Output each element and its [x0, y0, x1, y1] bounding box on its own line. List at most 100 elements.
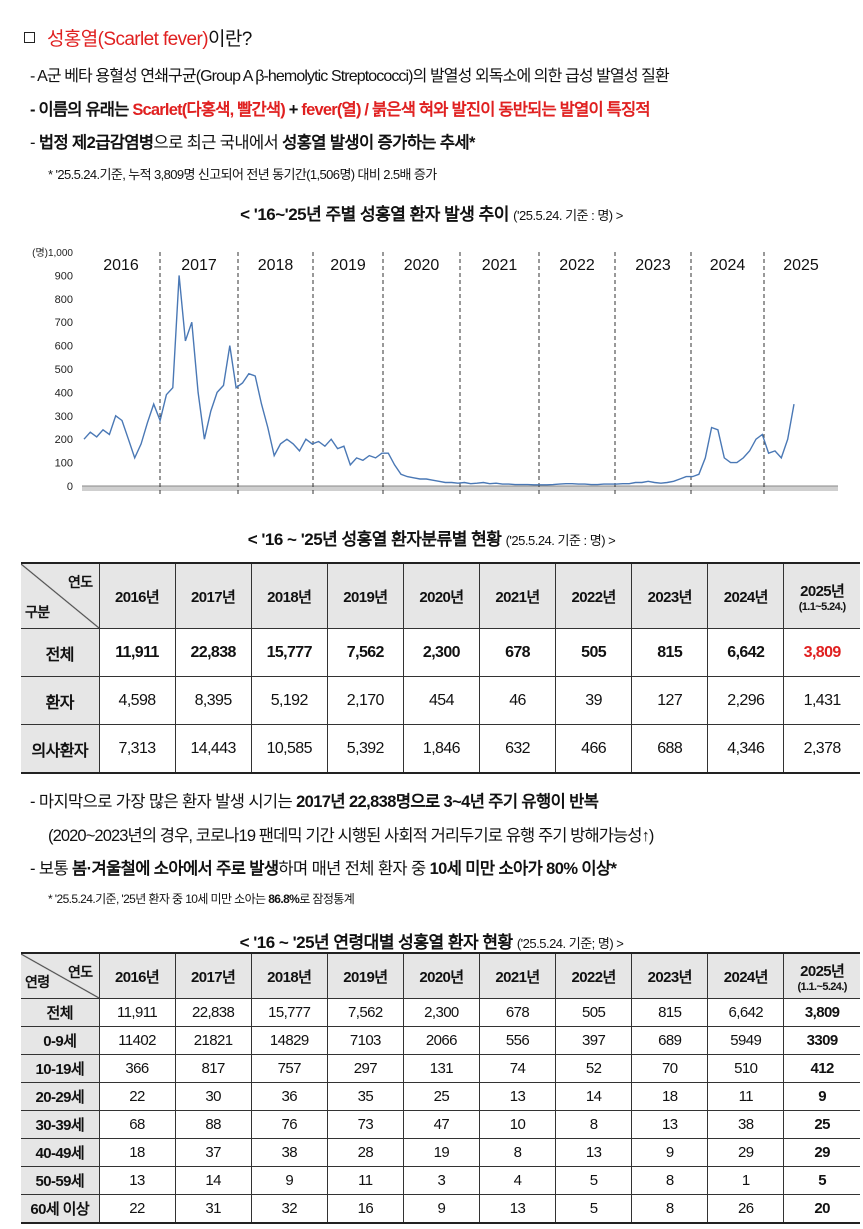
- cell-value: 8: [631, 1194, 709, 1224]
- cell-value: 13: [98, 1166, 176, 1195]
- cell-value: 2,300: [402, 998, 480, 1027]
- row-label: 40-49세: [21, 1138, 100, 1167]
- table-row: 환자 4,598 8,395 5,192 2,170 454 46 39 127 2,296 1,4…: [21, 676, 860, 725]
- cell-value: 7103: [326, 1026, 404, 1055]
- cell-value: 1: [707, 1166, 785, 1195]
- y-tick-label: 400: [55, 387, 73, 399]
- cell-value: 6,642: [707, 628, 785, 677]
- row-label: 50-59세: [21, 1166, 100, 1195]
- cell-value: 39: [555, 676, 633, 725]
- year-label: 2016년: [114, 968, 160, 986]
- year-label: 2017: [181, 257, 217, 274]
- y-tick-label: 700: [55, 317, 73, 329]
- table-row: 전체 11,911 22,838 15,777 7,562 2,300 678 505 815 6…: [21, 628, 860, 677]
- cell-value: 14,443: [174, 724, 252, 774]
- cell-value: 35: [326, 1082, 404, 1111]
- cell-value: 689: [631, 1026, 709, 1055]
- corner-header: 연도 구분: [21, 562, 100, 629]
- cell-value: 14829: [250, 1026, 328, 1055]
- year-label: 2018년: [267, 968, 312, 986]
- cell-value: 18: [631, 1082, 709, 1111]
- row-label: 30-39세: [21, 1110, 100, 1139]
- year-header: 2017년: [174, 952, 252, 999]
- text: 하며 매년 전체 환자 중: [278, 860, 430, 878]
- year-header: 2020년: [402, 952, 480, 999]
- cell-value: 817: [174, 1054, 252, 1083]
- cell-value: 8,395: [174, 676, 252, 725]
- row-label: 환자: [21, 676, 100, 725]
- cell-value: 47: [402, 1110, 480, 1139]
- cell-value: 688: [631, 724, 709, 774]
- cell-value: 4,346: [707, 724, 785, 774]
- cell-value: 20: [783, 1194, 860, 1224]
- text: - 마지막으로 가장 많은 환자 발생 시기는: [30, 793, 297, 811]
- cell-value: 30: [174, 1082, 252, 1111]
- heading-rest-text: 이란?: [207, 29, 252, 50]
- corner-top-label: 연도: [67, 964, 93, 980]
- year-label: 2017년: [191, 588, 236, 606]
- cell-value: 13: [631, 1110, 709, 1139]
- year-label: 2020년: [419, 588, 464, 606]
- cell-value: 3: [402, 1166, 480, 1195]
- bullet-covid-note: (2020~2023년의 경우, 코로나19 팬데믹 기간 시행된 사회적 거리…: [48, 827, 654, 845]
- cell-value: 505: [555, 628, 633, 677]
- text: 으로 최근 국내에서: [153, 134, 283, 152]
- cell-value: 15,777: [250, 998, 328, 1027]
- year-label: 2025년: [800, 582, 845, 600]
- year-label: 2022년: [571, 588, 617, 606]
- cell-value: 7,313: [98, 724, 176, 774]
- text: - 보통: [30, 860, 73, 878]
- table-row: 20-29세 22 30 36 35 25 13 14 18 11 9: [21, 1082, 860, 1111]
- year-label: 2022: [559, 257, 595, 274]
- table1-title-sub: ('25.5.24. 기준 : 명) >: [505, 533, 616, 548]
- year-label: 2016년: [114, 588, 160, 606]
- cell-value: 412: [783, 1054, 860, 1083]
- year-header: 2023년: [631, 952, 709, 999]
- chart-title-sub: ('25.5.24. 기준 : 명) >: [513, 208, 623, 223]
- year-label: 2023년: [647, 968, 693, 986]
- cell-value: 5: [555, 1166, 633, 1195]
- definition-line: - A군 베타 용혈성 연쇄구균(Group A β-hemolytic Str…: [30, 68, 670, 85]
- weekly-cases-line-chart: 0 100 200 300 400 500 600 700 800 900 (명)1,000 2016…: [32, 247, 838, 494]
- patient-classification-table: 연도 구분 2016년 2017년 2018년 2019년 2020년 2021년 2022년 2…: [21, 562, 860, 774]
- cell-value: 5,192: [250, 676, 328, 725]
- cell-value: 1,431: [783, 676, 860, 725]
- cell-value: 297: [326, 1054, 404, 1083]
- bullet-children: - 보통 봄·겨울철에 소아에서 주로 발생하며 매년 전체 환자 중 10세 …: [30, 855, 617, 879]
- corner-bottom-label: 연령: [25, 974, 50, 990]
- section-heading: 성홍열(Scarlet fever)이란?: [24, 24, 252, 51]
- cell-value: 22,838: [174, 628, 252, 677]
- cell-value: 5: [555, 1194, 633, 1224]
- cell-value: 68: [98, 1110, 176, 1139]
- year-header: 2025년 (1.1~5.24.): [783, 562, 860, 629]
- year-label: 2019년: [343, 968, 388, 986]
- cell-value: 5,392: [326, 724, 404, 774]
- cell-value: 632: [478, 724, 557, 774]
- red-text: Scarlet(다홍색, 빨간색): [132, 101, 286, 119]
- cell-value: 29: [783, 1138, 860, 1167]
- bold-text: 봄·겨울철에 소아에서 주로 발생: [72, 860, 279, 878]
- cell-value: 11402: [98, 1026, 176, 1055]
- bold-text: 법정 제2급감염병: [38, 134, 154, 152]
- year-label: 2024년: [723, 588, 769, 606]
- table-row: 의사환자 7,313 14,443 10,585 5,392 1,846 632 466 688…: [21, 724, 860, 774]
- period-label: (1.1.~5.24.): [797, 980, 847, 993]
- cell-value: 22,838: [174, 998, 252, 1027]
- cell-value: 15,777: [250, 628, 328, 677]
- cell-value: 5949: [707, 1026, 785, 1055]
- header-row: 연도 구분 2016년 2017년 2018년 2019년 2020년 2021년 2022년 2…: [21, 562, 860, 629]
- cell-value: 3,809: [783, 998, 860, 1027]
- row-label: 전체: [21, 998, 100, 1027]
- year-label: 2021년: [495, 968, 540, 986]
- text: -: [30, 134, 39, 152]
- cell-value: 14: [555, 1082, 633, 1111]
- year-header: 2018년: [250, 952, 328, 999]
- year-label: 2025: [783, 257, 819, 274]
- table-row: 30-39세 68 88 76 73 47 10 8 13 38 25: [21, 1110, 860, 1139]
- heading-red-text: 성홍열(Scarlet fever): [47, 29, 209, 50]
- row-label: 0-9세: [21, 1026, 100, 1055]
- cell-value: 13: [478, 1082, 557, 1111]
- cell-value: 366: [98, 1054, 176, 1083]
- year-header: 2020년: [402, 562, 480, 629]
- cell-value: 16: [326, 1194, 404, 1224]
